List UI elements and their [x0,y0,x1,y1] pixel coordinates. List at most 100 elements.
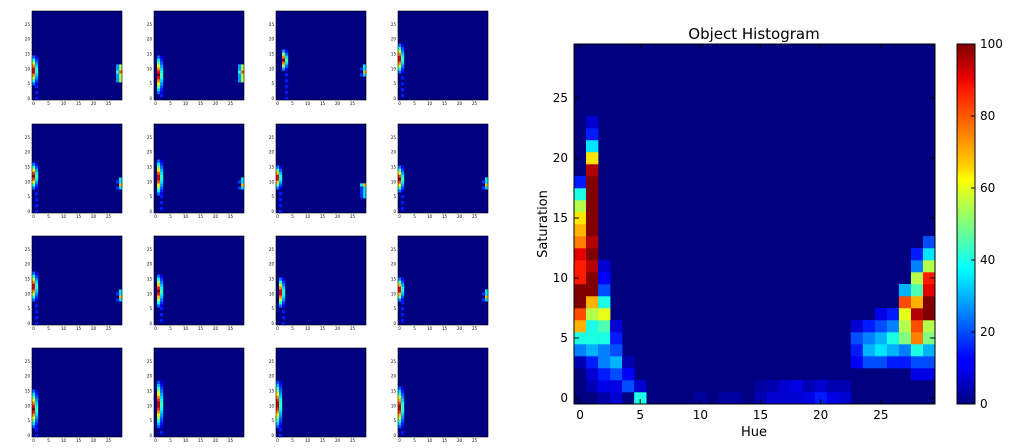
thumbnail-cell [282,283,286,287]
thumbnail-cell [279,298,283,302]
thumbnail-cell [276,401,280,405]
thumbnail-cell [285,52,289,56]
thumbnail-y-tick-label: 25 [147,22,153,27]
thumbnail-cell [160,307,164,311]
thumbnail-frame [397,123,489,214]
thumbnail-cell [160,401,164,405]
thumbnail-cell [160,201,164,205]
thumbnail-cell [119,177,123,181]
thumbnail-y-tick-label: 5 [271,194,274,199]
heatmap-cell [622,356,635,369]
thumbnail-x-tick-label: 20 [457,101,463,106]
thumbnail-cell [35,395,39,399]
heatmap-cell [598,284,611,297]
heatmap-cell [586,272,599,285]
thumbnail-histogram: 0 5 10 15 20 25 0 5 10 15 20 25 [25,123,123,219]
thumbnail-cell [160,383,164,387]
thumbnail-cell [35,73,39,77]
thumbnail-cell [116,67,120,71]
thumbnail-cell [241,183,245,187]
thumbnail-background [398,11,488,100]
thumbnail-cell [157,392,161,396]
thumbnail-y-tick-label: 15 [147,165,153,170]
thumbnail-cell [282,277,286,281]
heatmap-cell [586,176,599,189]
thumbnail-y-tick-label: 20 [269,374,275,379]
thumbnail-cell [35,165,39,169]
heatmap-cell [922,236,936,249]
thumbnail-cell [363,195,367,199]
thumbnail-cell [279,289,283,293]
heatmap-cell [610,320,623,333]
thumbnail-cell [160,292,164,296]
thumbnail-x-tick-label: 25 [106,438,112,443]
thumbnail-cell [401,52,405,56]
thumbnail-cell [401,195,405,199]
thumbnail-cell [398,401,402,405]
heatmap-cell [862,320,876,333]
thumbnail-cell [401,177,405,181]
thumbnail-cell [401,419,405,423]
heatmap-cell [598,260,611,273]
thumbnail-cell [35,168,39,172]
thumbnail-y-tick-label: 0 [271,209,274,214]
thumbnail-cell [32,295,36,299]
thumbnail-cell [398,419,402,423]
x-axis-label: Hue [741,425,767,440]
thumbnail-cell [35,274,39,278]
thumbnail-cell [485,298,489,302]
thumbnail-x-tick-label: 0 [32,326,35,331]
thumbnail-cell [160,398,164,402]
thumbnail-cell [276,413,280,417]
thumbnail-cell [238,67,242,71]
thumbnail-cell [160,304,164,308]
thumbnail-cell [285,64,289,68]
thumbnail-x-tick-label: 5 [47,326,50,331]
thumbnail-x-tick-label: 5 [413,101,416,106]
thumbnail-x-tick-label: 25 [350,438,356,443]
heatmap-cell [778,380,791,393]
thumbnail-x-tick-label: 10 [61,101,67,106]
thumbnail-cell [276,389,280,393]
thumbnail-x-tick-label: 20 [335,214,341,219]
thumbnail-cell [32,55,36,59]
thumbnail-background [32,236,122,325]
thumbnail-cell [363,64,367,68]
y-tick-label: 5 [560,331,568,345]
heatmap-cell [634,392,647,405]
heatmap-cell [598,344,611,357]
thumbnail-cell [160,192,164,196]
thumbnail-frame [153,10,245,101]
thumbnail-x-tick-label: 0 [398,214,401,219]
heatmap-cell [862,344,876,357]
thumbnail-cell [157,88,161,92]
thumbnail-cell [35,79,39,83]
thumbnail-cell [160,274,164,278]
thumbnail-cell [32,425,36,429]
thumbnail-x-tick-label: 10 [61,438,67,443]
thumbnail-y-tick-label: 0 [393,321,396,326]
heatmap-cell [586,320,599,333]
thumbnail-cell [32,289,36,293]
thumbnail-cell [35,58,39,62]
thumbnail-cell [401,43,405,47]
thumbnail-histogram: 0 5 10 15 20 25 0 5 10 15 20 25 [269,235,367,331]
thumbnail-cell [157,407,161,411]
thumbnail-cell [35,322,39,326]
heatmap-cell [922,332,936,345]
thumbnail-cell [485,177,489,181]
thumbnail-x-tick-label: 15 [320,214,326,219]
thumbnail-cell [32,407,36,411]
thumbnail-cell [398,298,402,302]
thumbnail-cell [241,70,245,74]
thumbnail-histogram: 0 5 10 15 20 25 0 5 10 15 20 25 [147,235,245,331]
thumbnail-y-tick-label: 20 [391,37,397,42]
thumbnail-cell [157,386,161,390]
thumbnail-cell [401,94,405,98]
thumbnail-histogram: 0 5 10 15 20 25 0 5 10 15 20 25 [391,235,489,331]
thumbnail-cell [157,64,161,68]
thumbnail-y-tick-label: 10 [391,291,397,296]
thumbnail-cell [401,307,405,311]
heatmap-cell [910,368,924,381]
thumbnail-cell [35,183,39,187]
